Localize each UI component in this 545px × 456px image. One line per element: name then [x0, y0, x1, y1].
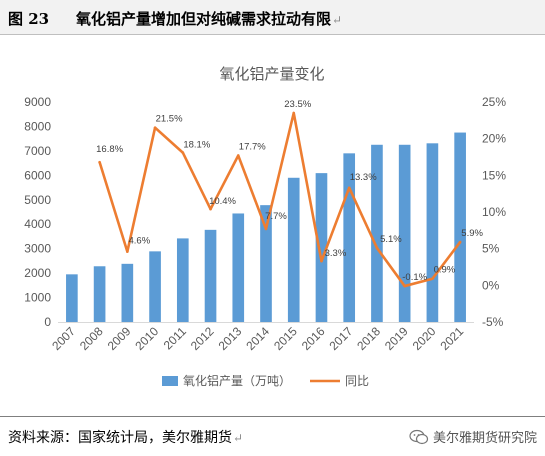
x-tick-label: 2015	[271, 324, 300, 353]
legend-label-line: 同比	[345, 374, 369, 388]
line-data-label: 4.6%	[129, 236, 151, 247]
figure-caption-bar: 图 23 氧化铝产量增加但对纯碱需求拉动有限↵	[0, 0, 545, 35]
x-tick-label: 2021	[437, 324, 466, 353]
y-right-tick-label: 15%	[482, 168, 506, 182]
bar	[93, 266, 106, 322]
y-right-tick-label: -5%	[482, 315, 504, 329]
line-point	[320, 259, 323, 263]
line-data-label: 7.7%	[265, 211, 287, 222]
source-note: 资料来源：国家统计局，美尔雅期货↵	[8, 427, 243, 447]
legend-label-bar: 氧化铝产量（万吨）	[183, 373, 291, 388]
x-tick-label: 2011	[161, 324, 189, 352]
line-point	[458, 240, 462, 244]
watermark: 美尔雅期货研究院	[409, 427, 537, 446]
x-tick-label: 2010	[132, 324, 161, 353]
line-point	[347, 186, 351, 190]
y-left-tick-label: 3000	[24, 242, 51, 256]
x-tick-label: 2012	[188, 324, 217, 353]
y-right-tick-label: 20%	[482, 132, 506, 146]
x-tick-label: 2018	[354, 324, 383, 353]
figure-title: 氧化铝产量增加但对纯碱需求拉动有限↵	[76, 8, 342, 29]
line-data-label: 5.1%	[380, 234, 402, 245]
line-data-label: 3.3%	[325, 248, 347, 259]
y-left-tick-label: 9000	[24, 95, 51, 109]
x-tick-label: 2014	[243, 324, 272, 353]
y-right-tick-label: 0%	[482, 278, 500, 292]
figure-number: 图 23	[8, 10, 50, 28]
line-point	[126, 250, 129, 253]
bar	[287, 177, 300, 322]
watermark-text: 美尔雅期货研究院	[432, 431, 537, 446]
line-point	[264, 227, 268, 231]
line-data-label: 21.5%	[156, 114, 183, 125]
chart-title: 氧化铝产量变化	[219, 66, 324, 83]
line-point	[431, 277, 434, 281]
chart-area: 氧化铝产量变化 0 1000 2000 3000 4000 5000 6000 7000 8000…	[0, 35, 545, 408]
bar	[260, 205, 272, 322]
source-footer: 资料来源：国家统计局，美尔雅期货↵ 美尔雅期货研究院	[0, 416, 545, 456]
x-tick-label: 2013	[216, 324, 245, 353]
line-point	[292, 111, 296, 115]
y-right-tick-label: 10%	[482, 205, 506, 219]
line-point	[403, 284, 406, 288]
bar	[454, 132, 466, 322]
x-tick-label: 2008	[77, 324, 106, 353]
line-data-label: 13.3%	[350, 172, 377, 183]
line-data-label: 16.8%	[96, 144, 123, 155]
bar	[204, 229, 217, 322]
bar	[426, 143, 439, 322]
line-data-label: 18.1%	[183, 140, 210, 151]
figure-title-text: 氧化铝产量增加但对纯碱需求拉动有限	[76, 10, 332, 28]
y-right-tick-label: 5%	[482, 242, 500, 256]
line-point	[153, 126, 157, 129]
y-left-tick-label: 6000	[24, 168, 51, 182]
line-data-label: -0.1%	[402, 272, 427, 283]
return-mark-icon: ↵	[233, 431, 244, 445]
line-data-label: 17.7%	[239, 142, 266, 153]
wechat-icon	[409, 429, 429, 444]
line-point	[181, 151, 185, 154]
y-left-tick-label: 8000	[24, 119, 51, 133]
line-point	[236, 154, 240, 157]
bar	[315, 173, 328, 322]
line-data-label: 0.9%	[434, 265, 456, 276]
line-point	[209, 207, 212, 211]
x-tick-label: 2007	[49, 324, 78, 353]
line-point	[375, 246, 379, 250]
x-tick-label: 2019	[382, 324, 411, 353]
y-left-tick-label: 2000	[24, 266, 51, 280]
line-data-label: 10.4%	[209, 196, 236, 207]
y-left-tick-label: 1000	[24, 291, 51, 305]
bar	[176, 238, 189, 322]
line-point	[98, 160, 101, 164]
bar	[66, 274, 78, 322]
y-left-tick-label: 5000	[24, 193, 51, 207]
x-tick-label: 2017	[327, 324, 356, 353]
yoy-line	[98, 111, 462, 288]
y-right-tick-label: 25%	[482, 95, 506, 109]
bar	[343, 153, 356, 322]
x-tick-label: 2020	[410, 324, 439, 353]
chart-svg: 氧化铝产量变化 0 1000 2000 3000 4000 5000 6000 7000 8000…	[24, 66, 506, 388]
bar	[371, 144, 383, 322]
bar	[232, 213, 245, 322]
bar	[398, 144, 411, 322]
line-data-label: 23.5%	[284, 99, 311, 110]
x-tick-label: 2016	[299, 324, 328, 353]
line-data-label: 5.9%	[461, 228, 483, 239]
bar	[121, 263, 134, 322]
legend-swatch-bar	[162, 376, 178, 386]
source-text: 资料来源：国家统计局，美尔雅期货	[8, 430, 232, 446]
y-left-tick-label: 4000	[24, 217, 51, 231]
bar	[149, 251, 161, 322]
y-left-tick-label: 0	[44, 315, 51, 329]
return-mark-icon: ↵	[332, 13, 343, 27]
y-left-tick-label: 7000	[24, 144, 51, 158]
x-tick-label: 2009	[105, 324, 134, 353]
